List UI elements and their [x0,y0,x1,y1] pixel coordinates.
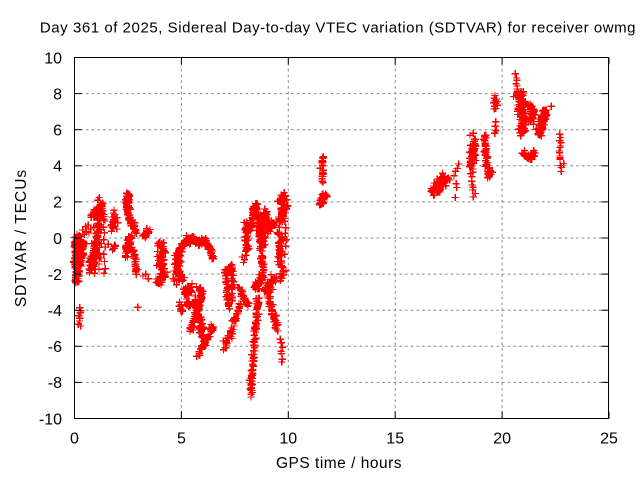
svg-text:25: 25 [600,430,618,447]
svg-text:10: 10 [44,50,62,67]
svg-text:-6: -6 [48,339,62,356]
svg-text:Day 361 of 2025, Sidereal Day-: Day 361 of 2025, Sidereal Day-to-day VTE… [40,20,636,37]
svg-text:-10: -10 [39,411,62,428]
svg-text:-4: -4 [48,303,62,320]
svg-text:4: 4 [53,159,62,176]
svg-text:SDTVAR / TECUs: SDTVAR / TECUs [13,169,30,307]
svg-text:2: 2 [53,195,62,212]
svg-text:5: 5 [177,430,186,447]
svg-text:0: 0 [70,430,79,447]
svg-text:15: 15 [386,430,404,447]
svg-text:-8: -8 [48,375,62,392]
svg-text:6: 6 [53,123,62,140]
svg-text:GPS time / hours: GPS time / hours [276,455,402,472]
svg-text:10: 10 [279,430,297,447]
svg-text:-2: -2 [48,267,62,284]
svg-text:0: 0 [53,231,62,248]
svg-text:20: 20 [493,430,511,447]
svg-text:8: 8 [53,86,62,103]
